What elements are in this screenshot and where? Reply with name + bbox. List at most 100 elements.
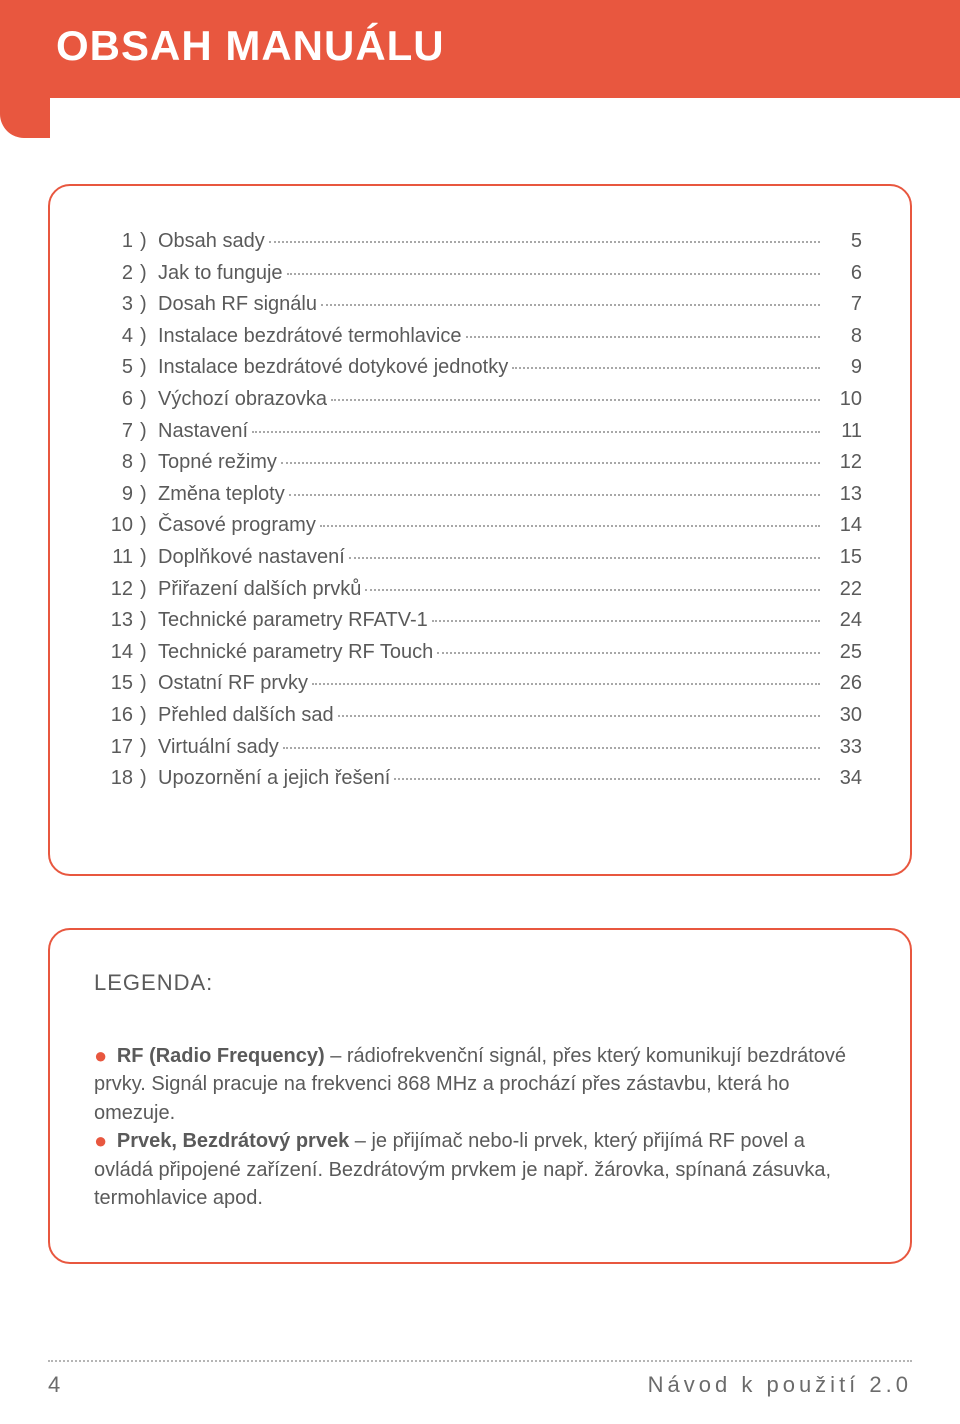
- toc-num: 12: [98, 578, 140, 601]
- toc-leader: [289, 494, 820, 496]
- toc-page: 30: [826, 704, 862, 727]
- toc-label: Obsah sady: [152, 230, 265, 253]
- legend-item: ● Prvek, Bezdrátový prvek – je přijímač …: [94, 1127, 866, 1212]
- toc-paren: ): [140, 641, 152, 664]
- toc-row: 15)Ostatní RF prvky26: [98, 672, 862, 704]
- toc-row: 1)Obsah sady 5: [98, 230, 862, 262]
- legend-item: ● RF (Radio Frequency) – rádiofrekvenční…: [94, 1042, 866, 1127]
- toc-label: Nastavení: [152, 420, 248, 443]
- toc-num: 13: [98, 609, 140, 632]
- page-title: OBSAH MANUÁLU: [56, 22, 445, 70]
- toc-page: 24: [826, 609, 862, 632]
- toc-paren: ): [140, 578, 152, 601]
- toc-page: 5: [826, 230, 862, 253]
- bullet-icon: ●: [94, 1128, 111, 1153]
- toc-num: 5: [98, 356, 140, 379]
- toc-paren: ): [140, 325, 152, 348]
- toc-leader: [466, 336, 821, 338]
- toc-page: 12: [826, 451, 862, 474]
- toc-label: Virtuální sady: [152, 736, 279, 759]
- toc-paren: ): [140, 230, 152, 253]
- toc-num: 7: [98, 420, 140, 443]
- toc-paren: ): [140, 451, 152, 474]
- toc-label: Instalace bezdrátové dotykové jednotky: [152, 356, 508, 379]
- toc-leader: [320, 525, 820, 527]
- toc-num: 16: [98, 704, 140, 727]
- toc-row: 10)Časové programy 14: [98, 514, 862, 546]
- toc-page: 34: [826, 767, 862, 790]
- toc-label: Dosah RF signálu: [152, 293, 317, 316]
- toc-leader: [432, 620, 820, 622]
- toc-row: 5)Instalace bezdrátové dotykové jednotky…: [98, 356, 862, 388]
- toc-page: 10: [826, 388, 862, 411]
- toc-row: 2)Jak to funguje6: [98, 262, 862, 294]
- toc-paren: ): [140, 514, 152, 537]
- toc-row: 6)Výchozí obrazovka 10: [98, 388, 862, 420]
- toc-page: 22: [826, 578, 862, 601]
- toc-num: 2: [98, 262, 140, 285]
- toc-page: 15: [826, 546, 862, 569]
- toc-paren: ): [140, 767, 152, 790]
- toc-num: 10: [98, 514, 140, 537]
- toc-paren: ): [140, 672, 152, 695]
- toc-row: 9)Změna teploty13: [98, 483, 862, 515]
- toc-list: 1)Obsah sady52)Jak to funguje63)Dosah RF…: [98, 230, 862, 799]
- toc-leader: [349, 557, 820, 559]
- toc-label: Časové programy: [152, 514, 316, 537]
- toc-page: 25: [826, 641, 862, 664]
- toc-paren: ): [140, 293, 152, 316]
- toc-leader: [312, 683, 820, 685]
- toc-num: 18: [98, 767, 140, 790]
- toc-label: Změna teploty: [152, 483, 285, 506]
- footer: 4 Návod k použití 2.0: [48, 1360, 912, 1398]
- legend-card: LEGENDA: ● RF (Radio Frequency) – rádiof…: [48, 928, 912, 1264]
- bullet-icon: ●: [94, 1043, 111, 1068]
- toc-paren: ): [140, 483, 152, 506]
- footer-page-number: 4: [48, 1372, 60, 1398]
- footer-right-text: Návod k použití 2.0: [648, 1372, 912, 1398]
- toc-row: 8)Topné režimy12: [98, 451, 862, 483]
- toc-label: Technické parametry RF Touch: [152, 641, 433, 664]
- toc-label: Upozornění a jejich řešení: [152, 767, 390, 790]
- toc-num: 8: [98, 451, 140, 474]
- toc-row: 13)Technické parametry RFATV-1 24: [98, 609, 862, 641]
- toc-paren: ): [140, 704, 152, 727]
- legend-body: ● RF (Radio Frequency) – rádiofrekvenční…: [94, 1042, 866, 1212]
- toc-row: 17)Virtuální sady33: [98, 736, 862, 768]
- toc-card: 1)Obsah sady52)Jak to funguje63)Dosah RF…: [48, 184, 912, 876]
- toc-num: 1: [98, 230, 140, 253]
- toc-label: Technické parametry RFATV-1: [152, 609, 428, 632]
- header-tab-corner: [0, 98, 50, 138]
- toc-leader: [365, 589, 820, 591]
- toc-label: Jak to funguje: [152, 262, 283, 285]
- toc-leader: [252, 431, 820, 433]
- toc-paren: ): [140, 609, 152, 632]
- page: OBSAH MANUÁLU 1)Obsah sady52)Jak to fung…: [0, 0, 960, 1424]
- toc-num: 11: [98, 546, 140, 569]
- toc-paren: ): [140, 420, 152, 443]
- toc-paren: ): [140, 356, 152, 379]
- toc-label: Ostatní RF prvky: [152, 672, 308, 695]
- toc-leader: [437, 652, 820, 654]
- toc-page: 9: [826, 356, 862, 379]
- toc-leader: [321, 304, 820, 306]
- toc-label: Výchozí obrazovka: [152, 388, 327, 411]
- toc-page: 14: [826, 514, 862, 537]
- toc-row: 4)Instalace bezdrátové termohlavice8: [98, 325, 862, 357]
- toc-row: 3)Dosah RF signálu7: [98, 293, 862, 325]
- toc-label: Doplňkové nastavení: [152, 546, 345, 569]
- toc-row: 16)Přehled dalších sad30: [98, 704, 862, 736]
- legend-term: RF (Radio Frequency): [117, 1045, 325, 1067]
- toc-leader: [281, 462, 820, 464]
- toc-leader: [269, 241, 820, 243]
- toc-row: 7)Nastavení11: [98, 420, 862, 452]
- toc-num: 6: [98, 388, 140, 411]
- toc-num: 14: [98, 641, 140, 664]
- toc-leader: [512, 367, 820, 369]
- toc-leader: [394, 778, 820, 780]
- toc-leader: [287, 273, 820, 275]
- toc-paren: ): [140, 388, 152, 411]
- toc-paren: ): [140, 262, 152, 285]
- legend-title: LEGENDA:: [94, 970, 866, 996]
- toc-num: 4: [98, 325, 140, 348]
